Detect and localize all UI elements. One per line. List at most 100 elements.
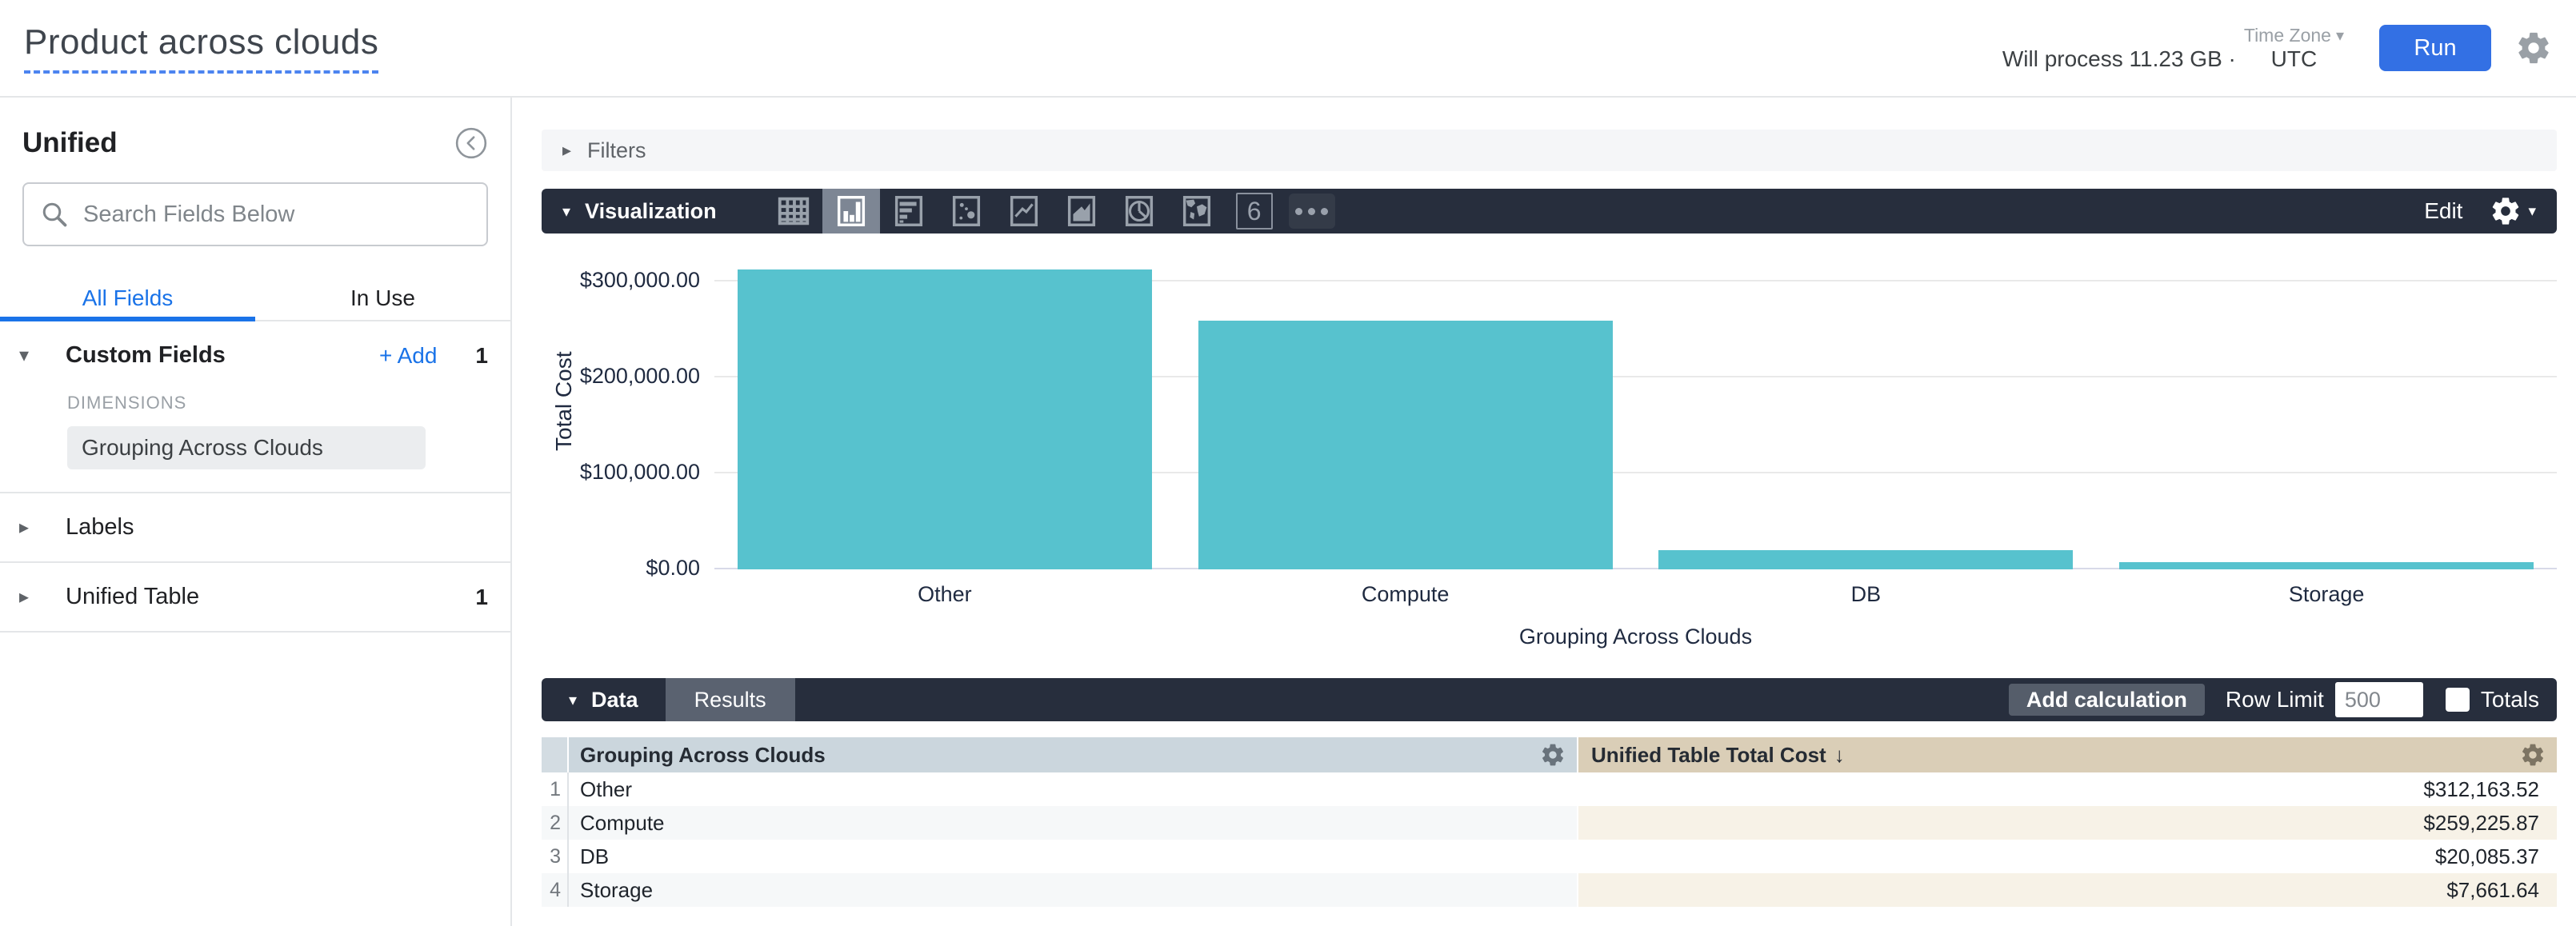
explore-name: Unified [22, 127, 118, 158]
caret-down-icon[interactable]: ▾ [2528, 202, 2536, 220]
caret-down-icon: ▾ [569, 691, 578, 709]
viz-type-area-icon[interactable] [1053, 189, 1110, 233]
main-content: ▸ Filters ▾ Visualization [512, 98, 2576, 926]
timezone-value: UTC [2270, 46, 2318, 71]
data-section-toggle[interactable]: ▾ Data [569, 687, 638, 712]
data-bar: ▾ Data Results Add calculation Row Limit… [542, 678, 2557, 721]
visualization-label: Visualization [585, 198, 717, 223]
table-row[interactable]: 1 Other [542, 772, 1577, 806]
viz-type-line-icon[interactable] [995, 189, 1053, 233]
viz-type-single-value-icon[interactable]: 6 [1226, 189, 1283, 233]
bar-storage[interactable] [2119, 561, 2534, 569]
gridline [714, 376, 2557, 377]
table-row[interactable]: $259,225.87 [1578, 806, 2557, 840]
y-tick-label: $300,000.00 [579, 268, 700, 292]
table-row[interactable]: $312,163.52 [1578, 772, 2557, 806]
bar-slot [1636, 233, 2097, 569]
search-icon [42, 202, 67, 227]
visualization-bar: ▾ Visualization [542, 189, 2557, 233]
field-grouping-across-clouds[interactable]: Grouping Across Clouds [67, 426, 426, 469]
edit-button[interactable]: Edit [2424, 198, 2463, 223]
timezone-dropdown[interactable]: Time Zone ▾ UTC [2244, 25, 2344, 72]
unified-table-label: Unified Table [66, 584, 200, 609]
caret-down-icon[interactable]: ▾ [562, 202, 571, 221]
row-limit-input[interactable] [2334, 682, 2423, 717]
sort-desc-icon: ↓ [1834, 742, 1845, 767]
viz-type-map-icon[interactable] [1168, 189, 1226, 233]
bar-other[interactable] [737, 269, 1152, 569]
dimensions-group-label: DIMENSIONS [67, 393, 187, 413]
x-axis-labels: Other Compute DB Storage [714, 582, 2557, 607]
caret-down-icon: ▾ [19, 345, 30, 366]
search-input[interactable] [83, 201, 470, 228]
process-info-text: Will process 11.23 GB · [2002, 46, 2236, 71]
x-tick-label: Compute [1361, 582, 1450, 606]
custom-fields-header[interactable]: ▾ Custom Fields + Add 1 [0, 321, 510, 389]
field-picker-sidebar: Unified All Fields In Use ▾ [0, 98, 512, 926]
viz-settings-gear-icon[interactable] [2490, 195, 2522, 227]
labels-label: Labels [66, 514, 134, 540]
viz-type-bar-icon[interactable] [880, 189, 938, 233]
gridline [714, 568, 2557, 569]
unified-table-count: 1 [475, 584, 488, 609]
y-tick-label: $0.00 [646, 556, 700, 580]
caret-right-icon: ▸ [19, 586, 30, 608]
chevron-down-icon: ▾ [2335, 26, 2344, 45]
x-axis-title: Grouping Across Clouds [1518, 625, 1753, 649]
filters-label: Filters [587, 138, 646, 162]
table-row[interactable]: 3 DB [542, 840, 1577, 873]
viz-type-scatter-icon[interactable] [938, 189, 995, 233]
tab-results[interactable]: Results [665, 678, 795, 721]
totals-label: Totals [2480, 687, 2539, 712]
custom-fields-label: Custom Fields [66, 342, 226, 368]
table-row[interactable]: $20,085.37 [1578, 840, 2557, 873]
column-header-dimension[interactable]: Grouping Across Clouds [542, 737, 1577, 772]
caret-right-icon: ▸ [562, 140, 572, 160]
tab-all-fields[interactable]: All Fields [0, 277, 255, 321]
add-custom-field-link[interactable]: + Add [379, 342, 438, 368]
collapse-sidebar-icon[interactable] [454, 126, 488, 160]
field-search[interactable] [22, 182, 488, 246]
x-tick-label: Other [918, 582, 972, 606]
table-row[interactable]: 2 Compute [542, 806, 1577, 840]
page-title[interactable]: Product across clouds [24, 22, 379, 74]
table-row[interactable]: 4 Storage [542, 873, 1577, 907]
header-controls: Will process 11.23 GB · Time Zone ▾ UTC … [2002, 25, 2552, 72]
timezone-label: Time Zone ▾ [2243, 24, 2344, 46]
labels-section-header[interactable]: ▸ Labels [0, 492, 510, 561]
column-gear-icon[interactable] [1540, 742, 1566, 768]
chart-bars [714, 233, 2557, 569]
viz-type-table-icon[interactable] [765, 189, 822, 233]
unified-table-section-header[interactable]: ▸ Unified Table 1 [0, 561, 510, 633]
x-tick-label: DB [1850, 582, 1882, 606]
viz-type-column-icon[interactable] [822, 189, 880, 233]
add-calculation-button[interactable]: Add calculation [2008, 684, 2205, 716]
custom-fields-count: 1 [475, 342, 488, 368]
chart-section: Total Cost $0.00 $100,000.00 $200,000.00 $3… [542, 233, 2557, 678]
viz-type-more-icon[interactable] [1283, 189, 1341, 233]
row-number-header [542, 737, 569, 772]
run-button[interactable]: Run [2379, 25, 2491, 71]
gear-icon[interactable] [2515, 30, 2552, 66]
y-tick-label: $100,000.00 [579, 460, 700, 484]
column-gear-icon[interactable] [2520, 742, 2546, 768]
totals-checkbox[interactable] [2445, 688, 2470, 712]
field-tabs: All Fields In Use [0, 277, 510, 321]
tab-in-use[interactable]: In Use [350, 285, 415, 310]
header: Product across clouds Will process 11.23… [0, 0, 2576, 98]
gridline [714, 280, 2557, 281]
row-limit-label: Row Limit [2225, 687, 2324, 712]
table-row[interactable]: $7,661.64 [1578, 873, 2557, 907]
filters-bar[interactable]: ▸ Filters [542, 130, 2557, 171]
bar-slot [1175, 233, 1636, 569]
results-table: Grouping Across Clouds 1 Other 2 Compute… [542, 737, 2557, 907]
bar-compute[interactable] [1198, 320, 1613, 569]
bar-db[interactable] [1658, 549, 2074, 569]
y-tick-label: $200,000.00 [579, 364, 700, 388]
chart-plot [714, 233, 2557, 569]
process-info: Will process 11.23 GB · Time Zone ▾ UTC [2002, 25, 2344, 72]
column-header-total-cost[interactable]: Unified Table Total Cost ↓ [1578, 737, 2557, 772]
custom-fields-section: ▾ Custom Fields + Add 1 DIMENSIONS Group… [0, 321, 510, 469]
viz-type-pie-icon[interactable] [1110, 189, 1168, 233]
